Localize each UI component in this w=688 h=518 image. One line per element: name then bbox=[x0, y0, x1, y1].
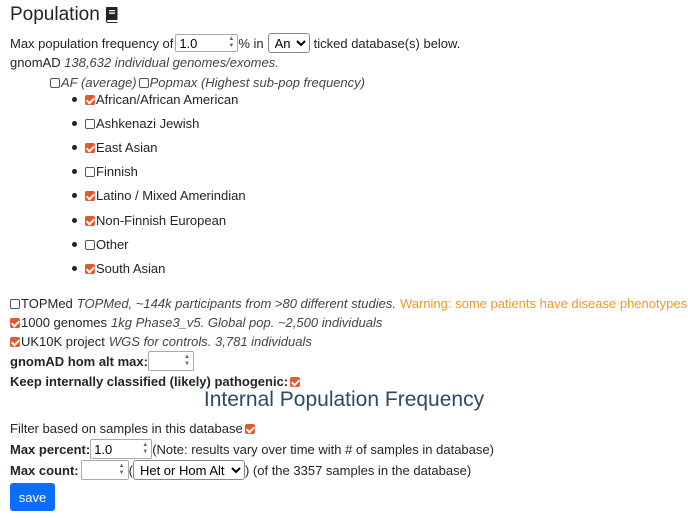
kg-checkbox[interactable] bbox=[10, 317, 20, 328]
subpop-label: African/African American bbox=[96, 92, 239, 107]
gnomad-row: gnomAD 138,632 individual genomes/exomes… bbox=[10, 55, 279, 70]
hom-alt-row: gnomAD hom alt max: ▲ ▼ bbox=[10, 351, 194, 371]
pct-in-label: % in bbox=[238, 35, 264, 51]
paren-open: ( bbox=[128, 462, 133, 478]
kg-desc: 1kg Phase3_v5. Global pop. ~2,500 indivi… bbox=[111, 315, 383, 330]
subpop-label: Latino / Mixed Amerindian bbox=[96, 188, 246, 203]
af-popmax-row: AF (average) Popmax (Highest sub-pop fre… bbox=[50, 75, 365, 90]
filter-row: Filter based on samples in this database bbox=[10, 421, 256, 436]
subpop-checkbox-latino[interactable] bbox=[85, 190, 95, 201]
bullet-icon bbox=[72, 121, 77, 126]
subpop-item: South Asian bbox=[72, 261, 165, 276]
subpop-checkbox-african[interactable] bbox=[85, 94, 95, 105]
hom-alt-spinner[interactable]: ▲ ▼ bbox=[147, 351, 194, 371]
spinner-arrows-icon[interactable]: ▲ ▼ bbox=[142, 442, 149, 455]
uk10k-label: UK10K project bbox=[21, 334, 105, 349]
popmax-checkbox[interactable] bbox=[138, 77, 149, 88]
any-select[interactable]: Any bbox=[267, 33, 310, 53]
bullet-icon bbox=[72, 266, 77, 271]
keep-pathogenic-label: Keep internally classified (likely) path… bbox=[10, 374, 289, 389]
keep-pathogenic-checkbox[interactable] bbox=[290, 376, 301, 387]
subpop-checkbox-other[interactable] bbox=[85, 239, 95, 250]
gnomad-desc: 138,632 individual genomes/exomes. bbox=[64, 55, 279, 70]
max-freq-input[interactable] bbox=[175, 34, 239, 52]
uk10k-checkbox[interactable] bbox=[10, 336, 20, 347]
hom-alt-input[interactable] bbox=[147, 351, 194, 371]
bullet-icon bbox=[72, 218, 77, 223]
spinner-arrows-icon[interactable]: ▲ ▼ bbox=[118, 463, 125, 476]
max-percent-note: (Note: results vary over time with # of … bbox=[152, 441, 494, 457]
gnomad-label: gnomAD bbox=[10, 55, 61, 70]
bullet-icon bbox=[72, 97, 77, 102]
samples-note: ) (of the 3357 samples in the database) bbox=[244, 462, 472, 478]
subpop-item: Ashkenazi Jewish bbox=[72, 116, 199, 131]
max-freq-row: Max population frequency of ▲▼ % in Any … bbox=[10, 33, 460, 53]
subpop-label: Finnish bbox=[96, 164, 138, 179]
max-percent-label: Max percent: bbox=[10, 441, 91, 457]
af-checkbox[interactable] bbox=[50, 77, 60, 88]
topmed-checkbox[interactable] bbox=[10, 298, 20, 309]
subpop-label: East Asian bbox=[96, 140, 158, 155]
book-icon bbox=[105, 7, 118, 23]
topmed-row: TOPMed TOPMed, ~144k participants from >… bbox=[10, 296, 687, 311]
bullet-icon bbox=[72, 193, 77, 198]
popmax-label: Popmax (Highest sub-pop frequency) bbox=[149, 75, 365, 90]
max-count-spinner[interactable]: ▲ ▼ bbox=[80, 460, 129, 480]
subpop-checkbox-finnish[interactable] bbox=[85, 166, 95, 177]
subpop-label: Ashkenazi Jewish bbox=[96, 116, 200, 131]
max-count-label: Max count: bbox=[10, 462, 79, 478]
subpop-item: Other bbox=[72, 237, 129, 252]
max-freq-spinner[interactable]: ▲▼ bbox=[175, 34, 239, 52]
spinner-arrows-icon[interactable]: ▲ ▼ bbox=[183, 354, 190, 367]
subpop-checkbox-south-asian[interactable] bbox=[85, 263, 95, 274]
subpop-item: African/African American bbox=[72, 92, 238, 107]
kg-label: 1000 genomes bbox=[21, 315, 108, 330]
max-percent-spinner[interactable]: ▲▼ bbox=[90, 439, 153, 459]
bullet-icon bbox=[72, 242, 77, 247]
subpop-item: Latino / Mixed Amerindian bbox=[72, 188, 246, 203]
topmed-label: TOPMed bbox=[21, 296, 73, 311]
af-label: AF (average) bbox=[61, 75, 137, 90]
kg-row: 1000 genomes 1kg Phase3_v5. Global pop. … bbox=[10, 315, 382, 330]
bullet-icon bbox=[72, 169, 77, 174]
max-count-row: Max count: ▲ ▼ ( Het or Hom Alt ) (of the… bbox=[10, 460, 471, 480]
filter-checkbox[interactable] bbox=[244, 423, 255, 434]
uk10k-row: UK10K project WGS for controls. 3,781 in… bbox=[10, 334, 312, 349]
internal-title: Internal Population Frequency bbox=[203, 388, 485, 411]
bullet-icon bbox=[72, 145, 77, 150]
subpop-checkbox-east-asian[interactable] bbox=[85, 142, 95, 153]
hom-alt-label: gnomAD hom alt max: bbox=[10, 353, 148, 369]
save-button[interactable]: save bbox=[10, 483, 55, 511]
subpop-item: Non-Finnish European bbox=[72, 213, 226, 228]
zygosity-select[interactable]: Het or Hom Alt bbox=[132, 460, 245, 480]
subpop-item: East Asian bbox=[72, 140, 157, 155]
ticked-suffix: ticked database(s) below. bbox=[313, 35, 461, 51]
topmed-desc: TOPMed, ~144k participants from >80 diff… bbox=[76, 296, 396, 311]
topmed-warning: Warning: some patients have disease phen… bbox=[399, 296, 688, 311]
keep-pathogenic-row: Keep internally classified (likely) path… bbox=[10, 374, 301, 389]
filter-label: Filter based on samples in this database bbox=[10, 421, 243, 436]
max-count-input[interactable] bbox=[80, 460, 129, 480]
subpop-item: Finnish bbox=[72, 164, 138, 179]
subpop-label: South Asian bbox=[96, 261, 166, 276]
max-freq-prefix: Max population frequency of bbox=[10, 35, 174, 51]
max-percent-input[interactable] bbox=[90, 439, 153, 459]
subpop-checkbox-ashkenazi[interactable] bbox=[85, 118, 95, 129]
subpop-checkbox-nfe[interactable] bbox=[85, 215, 95, 226]
subpop-label: Other bbox=[96, 237, 129, 252]
population-title-text: Population bbox=[10, 4, 100, 25]
spinner-arrows-icon[interactable]: ▲ ▼ bbox=[228, 36, 235, 49]
population-title: Population bbox=[10, 4, 119, 26]
uk10k-desc: WGS for controls. 3,781 individuals bbox=[108, 334, 312, 349]
subpop-label: Non-Finnish European bbox=[96, 213, 227, 228]
max-percent-row: Max percent: ▲▼ (Note: results vary over… bbox=[10, 439, 494, 459]
